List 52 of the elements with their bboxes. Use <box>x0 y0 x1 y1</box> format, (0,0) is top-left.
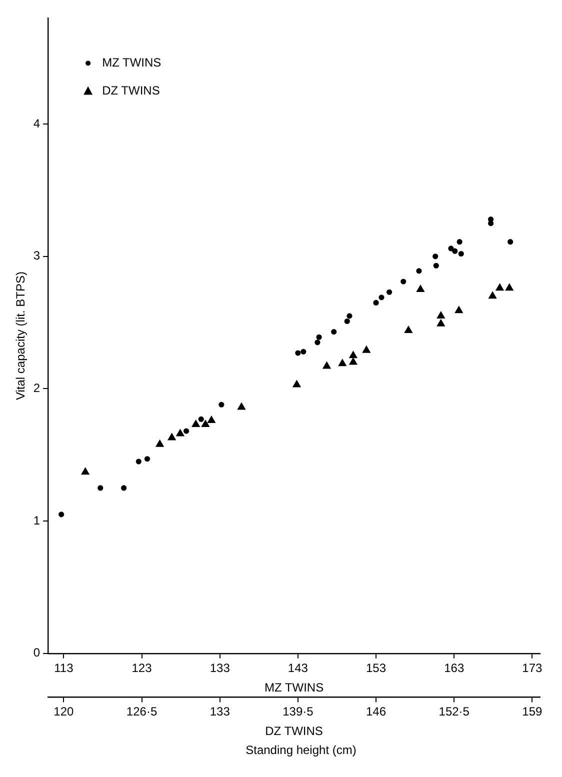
y-axis-title: Vital capacity (lit. BTPS) <box>14 272 28 400</box>
point <box>456 239 462 245</box>
point <box>346 313 352 319</box>
point <box>121 485 127 491</box>
x2-tick-label: 133 <box>210 704 230 719</box>
y-tick-label: 2 <box>33 381 40 396</box>
x-tick-label: 153 <box>366 660 386 675</box>
point <box>58 512 64 518</box>
text: Standing height (cm) <box>244 743 358 757</box>
x2-tick-label: 146 <box>366 704 386 719</box>
point <box>452 248 458 254</box>
point <box>386 289 392 295</box>
point <box>300 348 306 354</box>
point <box>400 278 406 284</box>
point <box>432 254 438 260</box>
point <box>218 402 224 408</box>
x-axis-title: MZ TWINS <box>264 680 324 694</box>
y-tick-label: 0 <box>33 646 40 660</box>
legend-label: MZ TWINS <box>102 56 162 70</box>
point <box>508 239 514 245</box>
point <box>144 456 150 462</box>
x-tick-label: 123 <box>132 660 152 675</box>
point <box>98 485 104 491</box>
point <box>344 318 350 324</box>
x-tick-label: 143 <box>288 660 308 675</box>
y-tick-label: 1 <box>33 513 40 528</box>
point <box>416 268 422 274</box>
x-tick-label: 173 <box>522 660 543 675</box>
x2-tick-label: 139·5 <box>282 704 314 719</box>
x2-tick-label: 159 <box>522 704 543 719</box>
point <box>373 300 379 306</box>
point <box>331 329 337 335</box>
x-tick-label: 163 <box>444 660 464 675</box>
legend-label: DZ TWINS <box>102 84 160 98</box>
point <box>458 250 464 257</box>
x2-tick-label: 152·5 <box>438 704 470 719</box>
point <box>488 220 494 226</box>
point <box>295 350 301 356</box>
x2-axis-title: DZ TWINS <box>265 724 323 738</box>
point <box>183 428 190 434</box>
point <box>136 458 142 464</box>
point <box>378 294 384 300</box>
y-tick-label: 3 <box>33 248 40 263</box>
point <box>314 340 320 346</box>
x-tick-label: 133 <box>210 660 230 675</box>
x2-tick-label: 126·5 <box>126 704 158 719</box>
x2-tick-label: 120 <box>54 704 74 719</box>
point <box>433 262 439 268</box>
x-tick-label: 113 <box>54 660 74 675</box>
y-tick-label: 4 <box>33 116 40 130</box>
point <box>198 416 204 422</box>
point <box>316 334 322 340</box>
